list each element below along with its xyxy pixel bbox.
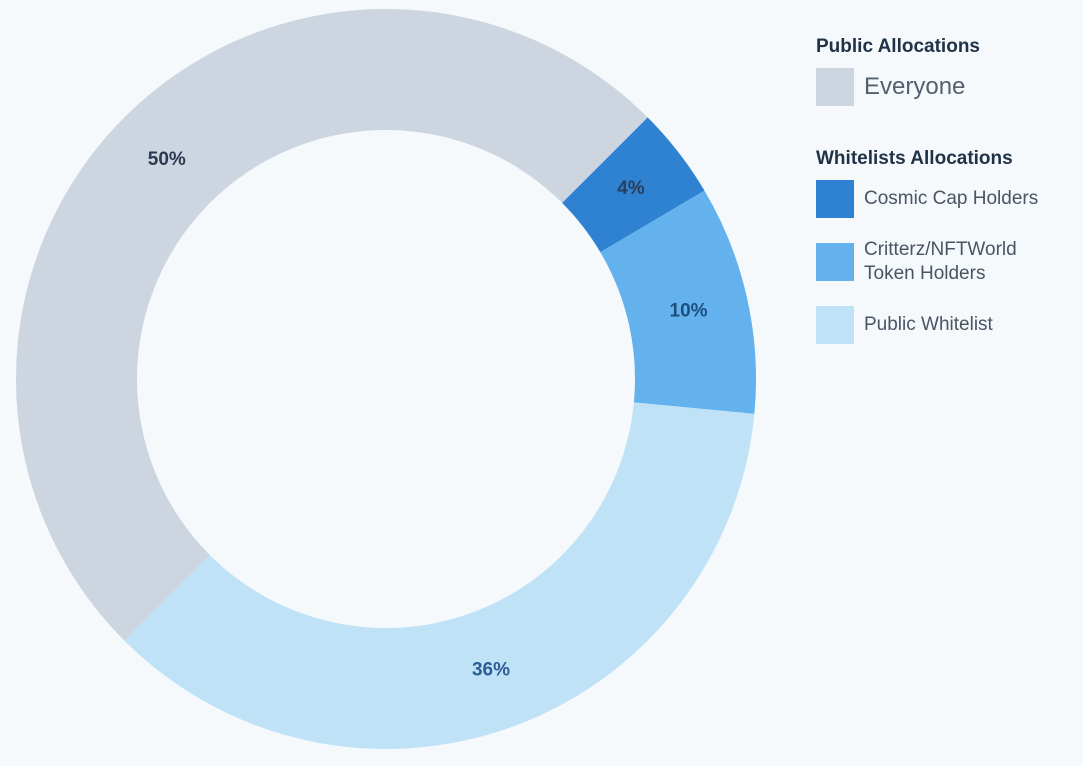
slice-cosmic-cap-holders <box>562 117 705 253</box>
legend-item-critterz-nftworld: Critterz/NFTWorld Token Holders <box>816 238 1076 286</box>
legend-heading-public: Public Allocations <box>816 36 980 57</box>
slice-label-critterz-nftworld-token-holders: 10% <box>670 300 708 321</box>
slice-label-everyone: 50% <box>148 149 186 170</box>
legend-swatch-cosmic-cap-holders <box>816 180 854 218</box>
donut-slices <box>16 8 756 749</box>
slice-label-cosmic-cap-holders: 4% <box>617 178 645 199</box>
legend-heading-whitelists: Whitelists Allocations <box>816 148 1013 169</box>
legend-item-cosmic-cap-holders: Cosmic Cap Holders <box>816 180 1076 218</box>
legend-item-public-whitelist: Public Whitelist <box>816 306 1076 344</box>
legend-group-whitelists: Whitelists Allocations Cosmic Cap Holder… <box>816 148 1076 344</box>
donut-slice-labels: 4% 10% 36% 50% <box>148 149 708 681</box>
legend-label-cosmic-cap-holders: Cosmic Cap Holders <box>864 188 1039 209</box>
legend-label-public-whitelist: Public Whitelist <box>864 314 993 335</box>
legend-swatch-everyone <box>816 68 854 106</box>
slice-everyone <box>16 8 648 641</box>
legend: Public Allocations Everyone Whitelists A… <box>816 36 1076 364</box>
slice-critterz-nftworld-token-holders <box>600 190 756 414</box>
legend-swatch-critterz-nftworld <box>816 243 854 281</box>
slice-label-public-whitelist: 36% <box>472 660 510 681</box>
legend-label-critterz-nftworld: Critterz/NFTWorld Token Holders <box>864 239 1017 284</box>
slice-public-whitelist <box>124 402 755 749</box>
legend-item-everyone: Everyone <box>816 68 1076 106</box>
legend-group-public: Public Allocations Everyone <box>816 36 1076 106</box>
legend-label-everyone: Everyone <box>864 73 966 100</box>
legend-swatch-public-whitelist <box>816 306 854 344</box>
donut-chart: 4% 10% 36% 50% <box>16 8 756 749</box>
